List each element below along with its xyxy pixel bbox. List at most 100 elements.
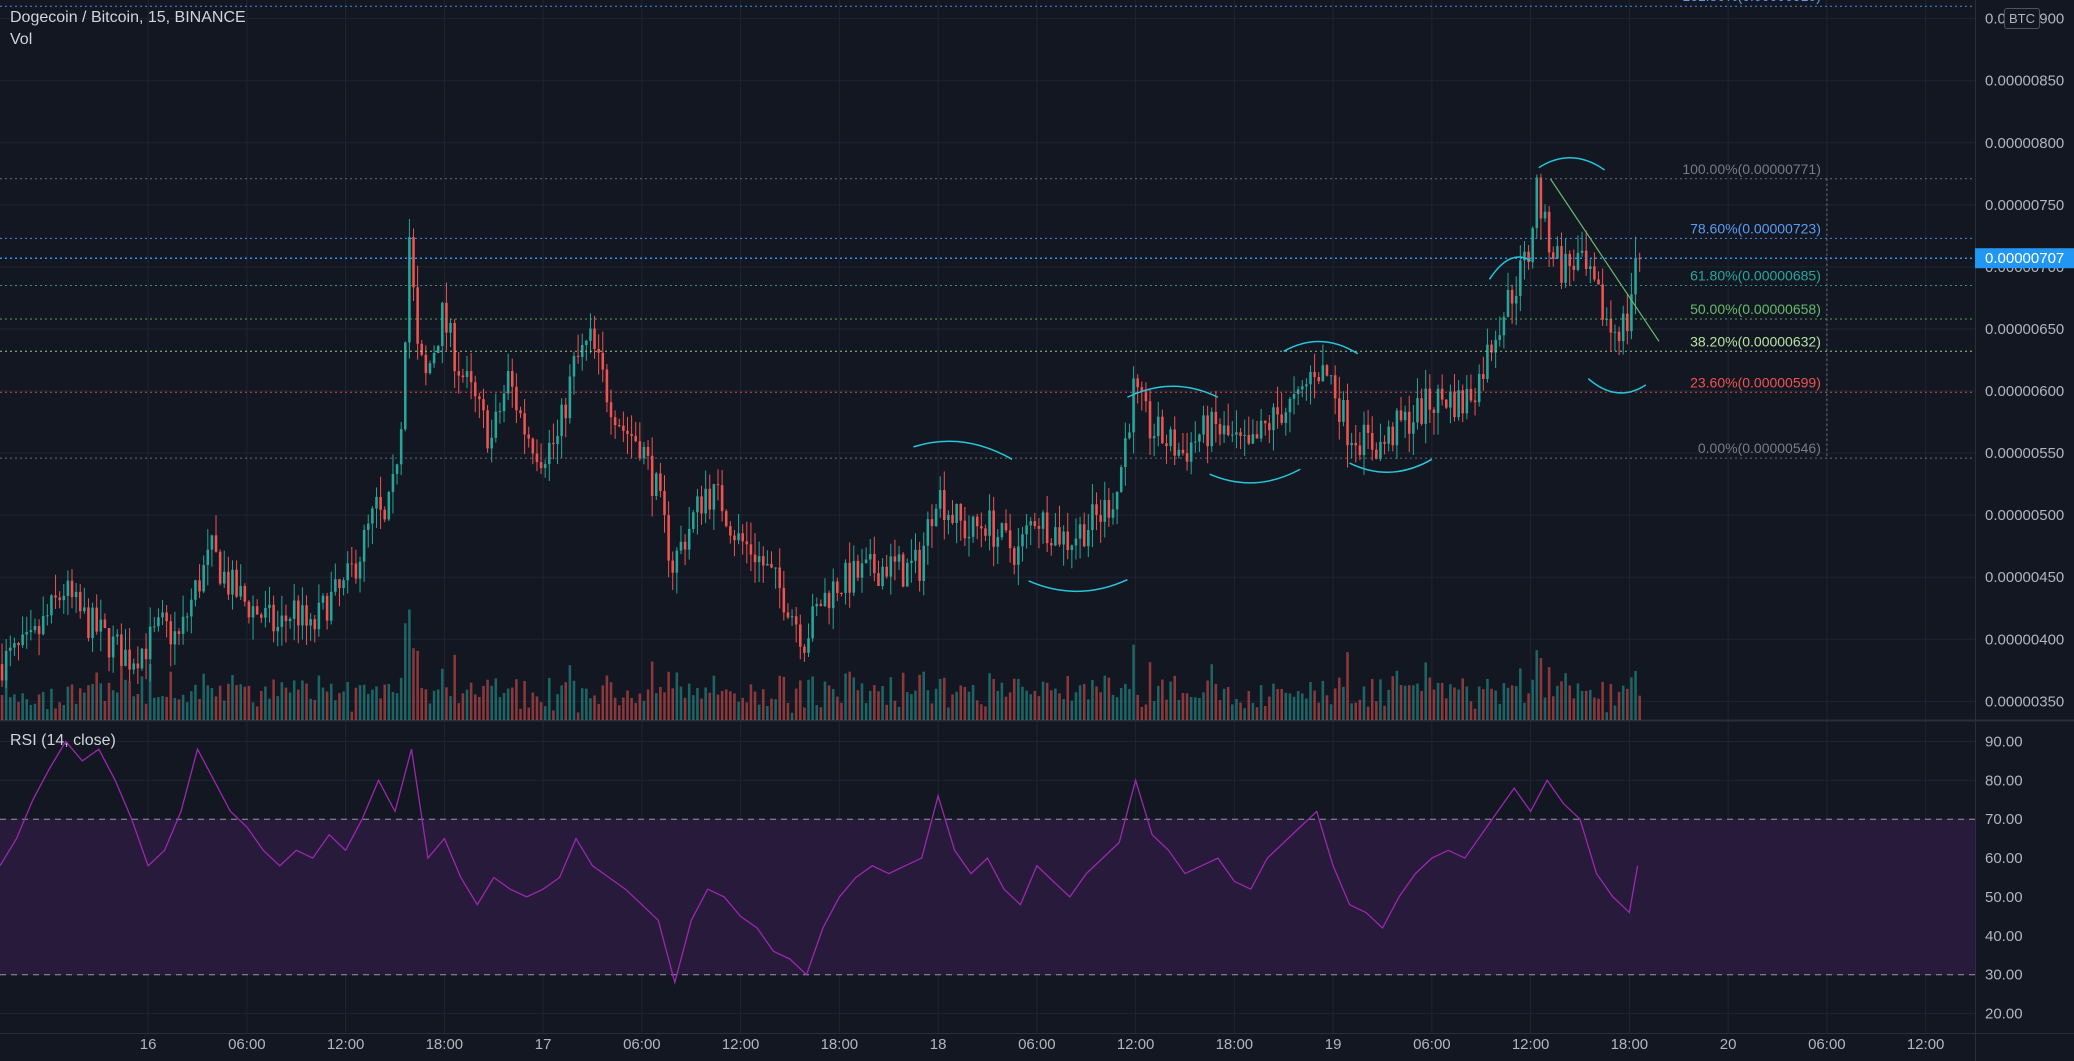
candle-body <box>132 663 135 670</box>
volume-bar <box>128 681 131 720</box>
candle-body <box>1412 422 1415 434</box>
candle-body <box>243 585 247 602</box>
volume-bar <box>757 704 761 720</box>
volume-legend[interactable]: Vol <box>10 31 33 48</box>
candle-body <box>297 600 300 626</box>
candle-body <box>1523 251 1526 261</box>
volume-bar <box>980 704 983 720</box>
volume-bar <box>37 694 41 720</box>
candle-body <box>473 382 477 397</box>
volume-bar <box>1605 712 1609 720</box>
candle-body <box>548 442 551 465</box>
symbol-title[interactable]: Dogecoin / Bitcoin, 15, BINANCE <box>10 9 246 26</box>
rsi-legend[interactable]: RSI (14, close) <box>10 732 116 749</box>
price-axes[interactable]: 0.00000350 0.00000400 0.00000450 0.00000500… <box>140 11 2074 1053</box>
volume-bar <box>803 707 806 720</box>
candle-body <box>206 549 210 566</box>
volume-bar <box>580 688 584 720</box>
candle-body <box>1198 434 1201 442</box>
fibonacci-retracement[interactable]: 161.80%(0.00000910) 100.00%(0.00000771) 78… <box>0 0 1975 459</box>
candle-body <box>1037 526 1041 529</box>
volume-bar <box>1087 699 1090 720</box>
candle-body <box>469 371 473 383</box>
fib-level-label: 38.20%(0.00000632) <box>1690 333 1821 349</box>
trend-line <box>1549 178 1660 342</box>
volume-bar <box>153 697 156 720</box>
candle-body <box>70 580 74 598</box>
candle-body <box>1152 436 1156 439</box>
candle-body <box>99 619 103 632</box>
price-tick-label: 0.00000400 <box>1985 631 2064 648</box>
candle-body <box>1370 432 1374 450</box>
drawing-annotations[interactable] <box>913 157 1660 593</box>
candle-body <box>1214 411 1218 424</box>
candle-body <box>1547 211 1551 253</box>
volume-bar <box>1609 683 1613 720</box>
candle-body <box>1222 425 1226 435</box>
candle-body <box>613 417 617 426</box>
volume-bar <box>794 688 798 720</box>
candle-body <box>1025 525 1028 535</box>
volume-bar <box>622 697 625 720</box>
candle-body <box>733 535 736 541</box>
volume-bar <box>712 675 716 720</box>
volume-bar <box>1140 706 1144 720</box>
candle-body <box>1350 442 1353 446</box>
candle-body <box>334 579 337 592</box>
fib-level-label: 78.60%(0.00000723) <box>1690 220 1821 236</box>
candle-body <box>992 510 995 547</box>
volume-bar <box>601 685 605 720</box>
candle-body <box>556 436 559 445</box>
candle-body <box>95 607 98 632</box>
time-tick-label: 16 <box>140 1036 157 1053</box>
volume-bar <box>1119 687 1123 720</box>
price-candles[interactable] <box>0 173 1641 688</box>
candle-body <box>185 616 189 618</box>
volume-bar <box>967 691 971 720</box>
candle-body <box>984 528 987 536</box>
volume-bar <box>873 685 876 720</box>
volume-bar <box>1547 667 1551 720</box>
currency-badge[interactable]: BTC <box>2004 8 2040 29</box>
volume-bar <box>375 686 378 720</box>
volume-bar <box>445 687 448 720</box>
candle-body <box>1551 252 1555 259</box>
volume-bar <box>856 690 860 720</box>
price-tick-label: 0.00000550 <box>1985 445 2064 462</box>
volume-bar <box>1321 680 1325 720</box>
candle-body <box>103 619 107 629</box>
volume-bar <box>1029 694 1032 720</box>
fib-level-label: 161.80%(0.00000910) <box>1682 0 1821 4</box>
volume-bar <box>889 677 893 720</box>
candle-body <box>1494 339 1497 353</box>
volume-bar <box>358 685 362 720</box>
candle-body <box>778 567 781 588</box>
volume-bar <box>1395 670 1399 720</box>
candle-body <box>996 537 1000 547</box>
volume-bar <box>663 692 666 720</box>
candle-body <box>338 579 341 589</box>
volume-bar <box>276 696 280 720</box>
candle-body <box>683 541 687 550</box>
candle-body <box>1333 375 1337 399</box>
volume-bar <box>901 672 905 720</box>
volume-bar <box>1255 707 1259 720</box>
volume-bar <box>301 680 304 720</box>
volume-bar <box>1082 684 1086 720</box>
candle-body <box>325 595 329 621</box>
candle-body <box>910 560 913 563</box>
volume-bar <box>21 693 24 720</box>
candle-body <box>41 616 45 635</box>
pattern-arc <box>1127 385 1219 398</box>
volume-bar <box>655 693 658 720</box>
candle-body <box>864 559 868 564</box>
candle-body <box>1058 527 1061 545</box>
volume-bar <box>4 671 8 720</box>
candle-body <box>1535 177 1539 229</box>
candle-body <box>704 488 707 514</box>
candle-body <box>659 473 662 491</box>
candle-body <box>803 646 806 653</box>
volume-bar <box>1453 687 1456 720</box>
volume-bar <box>1161 679 1164 720</box>
